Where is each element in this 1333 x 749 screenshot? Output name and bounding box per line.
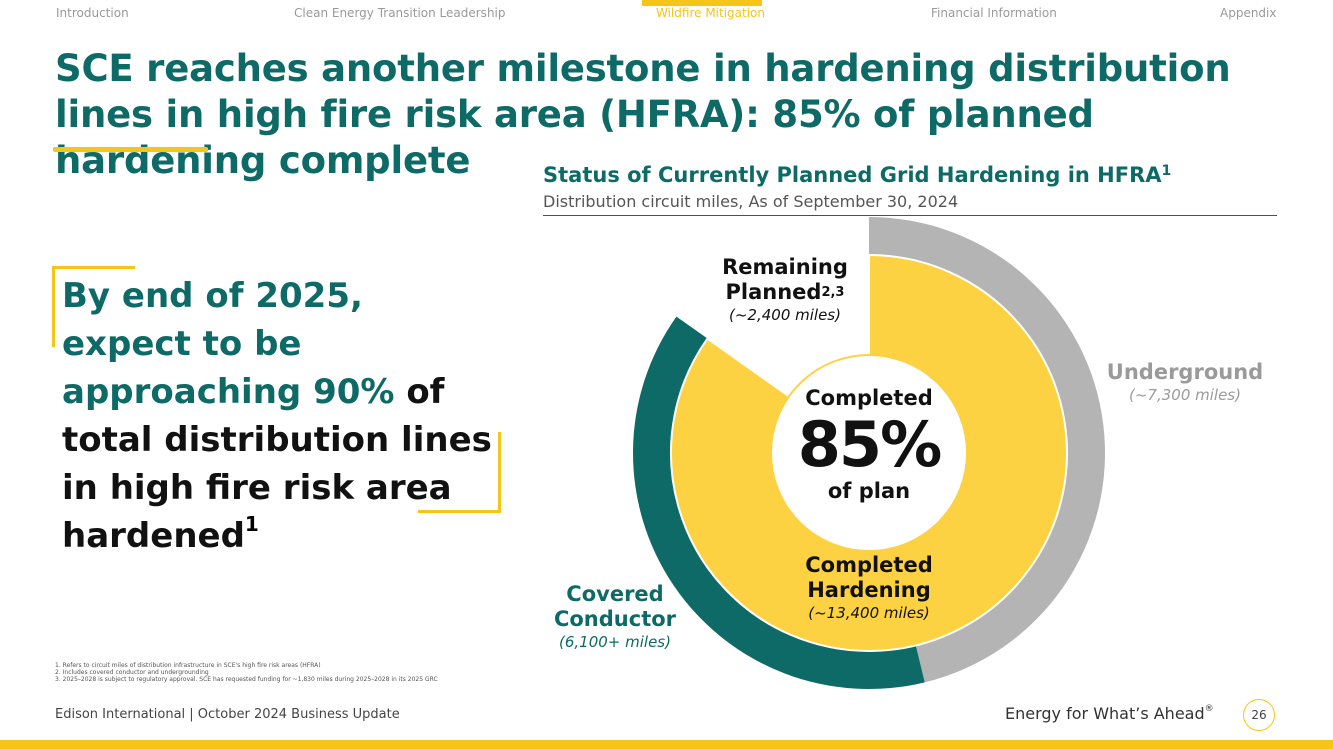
center-label-top: Completed — [805, 386, 933, 410]
callout-footnote-ref: 1 — [244, 512, 259, 536]
outer-ring-covered-conductor — [632, 316, 925, 690]
footer-tagline: Energy for What’s Ahead® — [1005, 704, 1214, 723]
label-underground: Underground (~7,300 miles) — [1106, 360, 1264, 404]
chart-title: Status of Currently Planned Grid Hardeni… — [543, 163, 1172, 187]
bottom-accent-bar — [0, 740, 1333, 749]
label-remaining-planned: Remaining Planned2,3 (~2,400 miles) — [722, 255, 848, 324]
footnotes: 1. Refers to circuit miles of distributi… — [55, 662, 438, 683]
center-hole — [770, 354, 968, 552]
nav-item-introduction[interactable]: Introduction — [56, 6, 129, 20]
nav-item-appendix[interactable]: Appendix — [1220, 6, 1277, 20]
footer-company: Edison International | October 2024 Busi… — [55, 707, 400, 722]
label-covered-conductor: Covered Conductor (6,100+ miles) — [553, 582, 677, 651]
callout-bracket-top-left — [52, 266, 135, 347]
chart-title-footnote-ref: 1 — [1161, 163, 1172, 179]
nav-item-wildfire-mitigation[interactable]: Wildfire Mitigation — [656, 6, 765, 20]
registered-mark: ® — [1204, 704, 1214, 714]
slide-title: SCE reaches another milestone in hardeni… — [55, 47, 1231, 182]
callout-highlight: By end of 2025, expect to be approaching… — [62, 276, 395, 412]
center-label-bottom: of plan — [827, 479, 911, 503]
callout-bracket-bottom-right — [418, 432, 501, 513]
nav-item-financial-information[interactable]: Financial Information — [931, 6, 1057, 20]
footnote-1: 1. Refers to circuit miles of distributi… — [55, 662, 321, 669]
callout-body: of total distribution lines in high fire… — [62, 372, 492, 556]
footnote-3: 3. 2025–2028 is subject to regulatory ap… — [55, 676, 438, 683]
completion-percent: 85% — [797, 408, 942, 481]
chart-subtitle: Distribution circuit miles, As of Septem… — [543, 192, 959, 211]
nav-active-indicator — [642, 0, 762, 6]
center-label: Completed 85% of plan — [779, 383, 959, 505]
callout-text: By end of 2025, expect to be approaching… — [62, 272, 502, 560]
nav-item-clean-energy[interactable]: Clean Energy Transition Leadership — [294, 6, 506, 20]
page-number: 26 — [1243, 699, 1275, 731]
section-nav: Introduction Clean Energy Transition Lea… — [0, 0, 1333, 24]
label-completed-hardening: Completed Hardening (~13,400 miles) — [805, 553, 933, 622]
footnote-2: 2. Includes covered conductor and underg… — [55, 669, 209, 676]
title-underline — [53, 147, 208, 152]
chart-title-rule — [543, 215, 1277, 216]
outer-ring-underground — [869, 217, 1105, 683]
